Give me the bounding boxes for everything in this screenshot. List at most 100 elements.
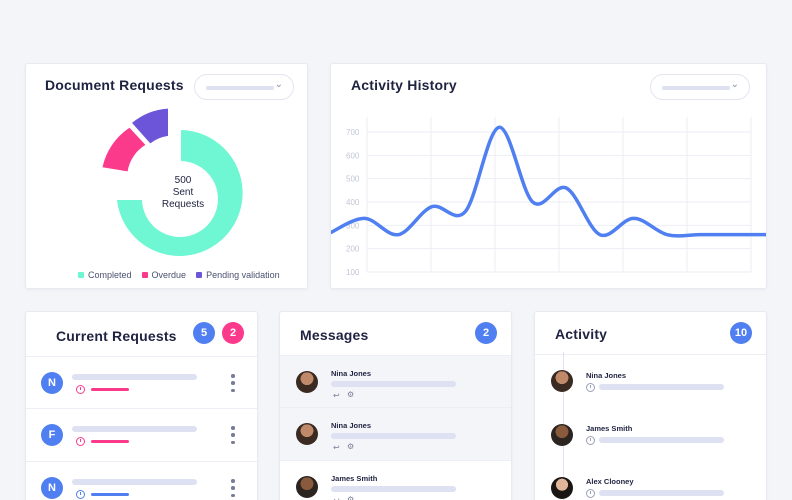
avatar	[551, 477, 573, 499]
messages-count-badge: 2	[475, 322, 497, 344]
activity-person-name: Nina Jones	[586, 371, 627, 380]
legend-swatch-overdue	[141, 272, 148, 278]
activity-history-card: Activity History ⌄ 100 200 300 400 500 600 700	[330, 63, 767, 289]
activity-count-badge: 10	[730, 322, 752, 344]
clock-icon	[586, 436, 595, 445]
avatar: N	[41, 477, 63, 499]
activity-item[interactable]: James Smith	[535, 420, 766, 460]
avatar	[296, 476, 318, 498]
chevron-down-icon: ⌄	[274, 79, 283, 90]
more-options-icon[interactable]	[231, 426, 235, 444]
message-sender-name: Nina Jones	[331, 421, 372, 430]
current-requests-count-badge: 5	[193, 322, 215, 344]
dropdown-placeholder-bar	[662, 86, 730, 90]
request-progress-bar	[91, 493, 129, 496]
legend-item-overdue: Overdue	[141, 270, 187, 280]
dropdown-placeholder-bar	[206, 86, 274, 90]
request-row[interactable]: N	[26, 356, 257, 409]
activity-title: Activity	[555, 326, 608, 342]
request-progress-bar	[91, 388, 129, 391]
message-preview-placeholder	[331, 433, 456, 439]
donut-legend: Completed Overdue Pending validation	[78, 270, 280, 280]
message-sender-name: Nina Jones	[331, 369, 372, 378]
donut-segment-completed	[117, 130, 243, 256]
reply-icon[interactable]: ↩	[333, 497, 340, 500]
activity-history-title: Activity History	[351, 77, 457, 93]
chart-y-ticks: 100 200 300 400 500 600 700	[346, 128, 360, 277]
activity-person-name: James Smith	[586, 424, 633, 433]
request-title-placeholder	[72, 426, 197, 432]
request-progress-bar	[91, 440, 129, 443]
y-tick-label: 400	[346, 198, 360, 207]
donut-chart: 500 Sent Requests	[102, 108, 243, 256]
current-requests-card: Current Requests 5 2 N F N	[25, 311, 258, 500]
activity-text-placeholder	[599, 437, 724, 443]
reply-icon[interactable]: ↩	[333, 443, 340, 452]
gear-icon[interactable]: ⚙	[347, 495, 355, 500]
current-requests-overdue-badge: 2	[222, 322, 244, 344]
legend-item-completed: Completed	[78, 270, 132, 280]
donut-center-value: 500	[175, 175, 192, 186]
y-tick-label: 100	[346, 268, 360, 277]
request-title-placeholder	[72, 479, 197, 485]
activity-item[interactable]: Alex Clooney	[535, 473, 766, 500]
clock-icon	[76, 437, 85, 446]
y-tick-label: 500	[346, 175, 360, 184]
message-row[interactable]: Nina Jones ↩ ⚙	[280, 355, 511, 408]
avatar	[551, 370, 573, 392]
y-tick-label: 600	[346, 151, 360, 160]
divider	[535, 354, 766, 355]
more-options-icon[interactable]	[231, 374, 235, 392]
legend-label-overdue: Overdue	[151, 270, 187, 280]
message-sender-name: James Smith	[331, 474, 378, 483]
donut-center-line2: Requests	[162, 199, 204, 210]
clock-icon	[586, 489, 595, 498]
legend-label-completed: Completed	[88, 270, 132, 280]
legend-swatch-pending	[196, 272, 203, 278]
y-tick-label: 300	[346, 221, 360, 230]
activity-person-name: Alex Clooney	[586, 477, 634, 486]
activity-text-placeholder	[599, 384, 724, 390]
document-requests-title: Document Requests	[45, 77, 184, 93]
message-preview-placeholder	[331, 486, 456, 492]
chart-grid	[366, 117, 752, 273]
gear-icon[interactable]: ⚙	[347, 442, 355, 451]
message-row[interactable]: James Smith ↩ ⚙	[280, 461, 511, 500]
request-title-placeholder	[72, 374, 197, 380]
y-tick-label: 200	[346, 245, 360, 254]
activity-line-chart: 100 200 300 400 500 600 700	[331, 117, 766, 277]
clock-icon	[76, 490, 85, 499]
current-requests-title: Current Requests	[56, 328, 177, 344]
document-requests-card: Document Requests ⌄ 500 Sent Requests Co…	[25, 63, 308, 289]
message-preview-placeholder	[331, 381, 456, 387]
more-options-icon[interactable]	[231, 479, 235, 497]
activity-card: Activity 10 Nina Jones James Smith Alex …	[534, 311, 767, 500]
legend-item-pending: Pending validation	[196, 270, 280, 280]
donut-center-line1: Sent	[173, 187, 194, 198]
activity-history-filter-dropdown[interactable]: ⌄	[650, 74, 750, 100]
chevron-down-icon: ⌄	[730, 79, 739, 90]
avatar: N	[41, 372, 63, 394]
clock-icon	[76, 385, 85, 394]
gear-icon[interactable]: ⚙	[347, 390, 355, 399]
reply-icon[interactable]: ↩	[333, 391, 340, 400]
request-row[interactable]: N	[26, 462, 257, 500]
activity-series-line	[331, 125, 766, 238]
messages-card: Messages 2 Nina Jones ↩ ⚙ Nina Jones ↩ ⚙…	[279, 311, 512, 500]
donut-segment-overdue	[102, 127, 146, 172]
avatar	[296, 423, 318, 445]
document-requests-filter-dropdown[interactable]: ⌄	[194, 74, 294, 100]
activity-text-placeholder	[599, 490, 724, 496]
message-row[interactable]: Nina Jones ↩ ⚙	[280, 408, 511, 461]
messages-title: Messages	[300, 327, 369, 343]
avatar: F	[41, 424, 63, 446]
donut-segment-pending	[132, 108, 168, 144]
avatar	[551, 424, 573, 446]
y-tick-label: 700	[346, 128, 360, 137]
legend-label-pending: Pending validation	[206, 270, 280, 280]
activity-item[interactable]: Nina Jones	[535, 367, 766, 407]
avatar	[296, 371, 318, 393]
request-row[interactable]: F	[26, 409, 257, 462]
clock-icon	[586, 383, 595, 392]
legend-swatch-completed	[78, 272, 84, 278]
